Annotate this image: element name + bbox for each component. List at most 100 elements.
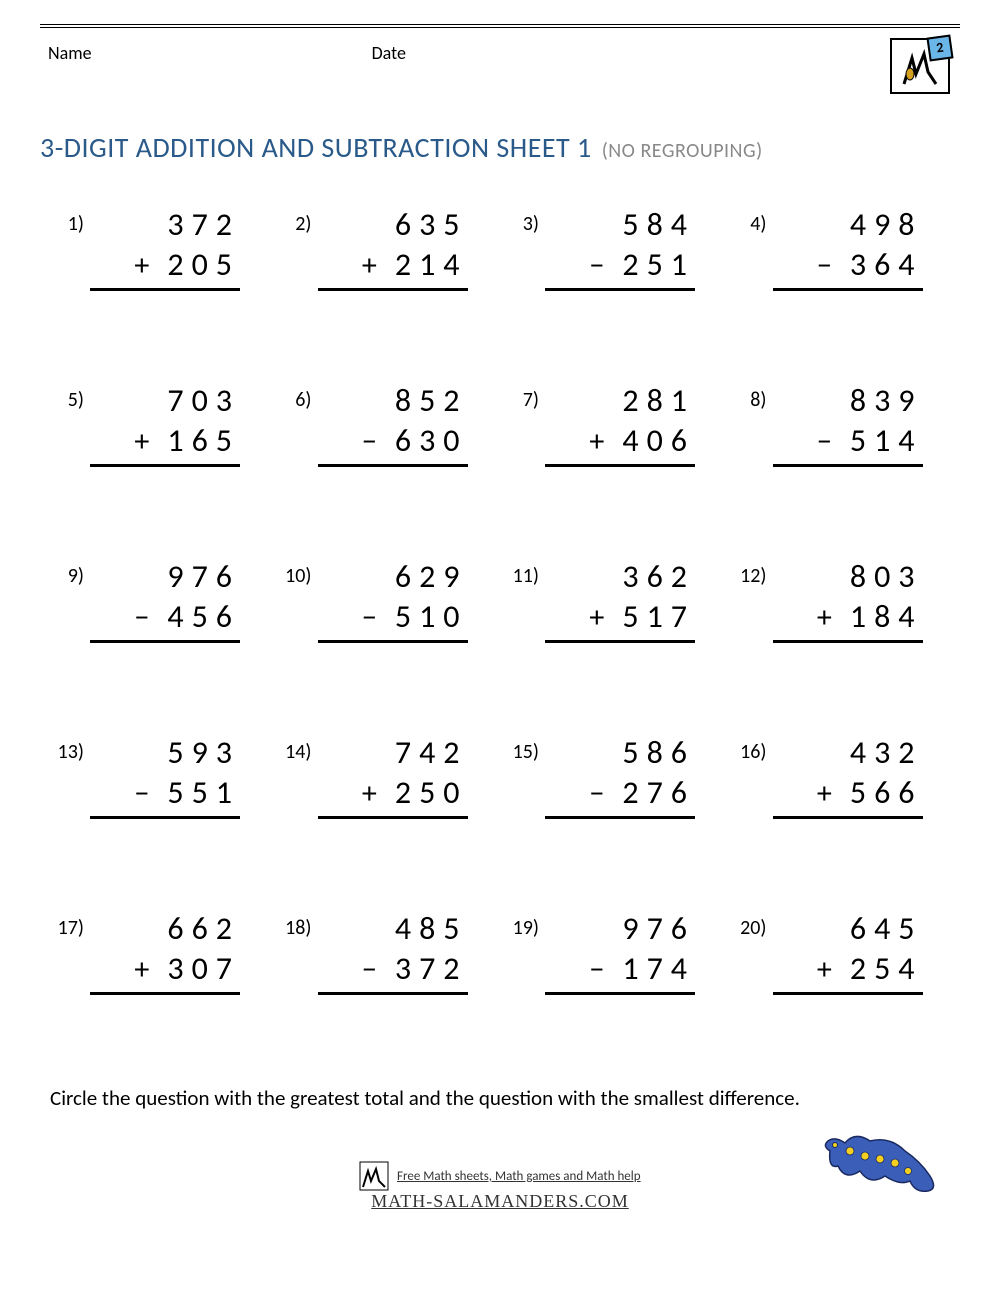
operand-bottom: 165 [167,421,240,461]
answer-rule [773,640,923,643]
operand-top: 662 [167,909,240,949]
problem: 19)976−174 [505,909,723,995]
problem: 20)645+254 [733,909,951,995]
operand-bottom: 307 [167,949,240,989]
operator: + [134,950,149,990]
title-subtitle: (NO REGROUPING) [602,139,763,163]
problem: 7) 281 +406 [505,381,723,467]
problem-number: 20) [733,909,773,947]
operand-top: 803 [850,557,923,597]
answer-rule [90,288,240,291]
answer-rule [318,992,468,995]
operand-bottom: 630 [395,421,468,461]
top-border-rule [40,24,960,28]
problem-number: 7) [505,381,545,419]
problem-number: 2) [278,205,318,243]
problem-body: 852−630 [318,381,468,467]
answer-rule [773,288,923,291]
answer-rule [318,464,468,467]
operator: − [817,422,832,462]
operand-top: 976 [167,557,240,597]
operand-bottom: 517 [622,597,695,637]
operator: − [589,950,604,990]
date-label: Date [372,42,406,64]
problem-number: 19) [505,909,545,947]
operator: + [362,774,377,814]
header-row: Name Date 2 [40,38,960,118]
operand-bottom: 254 [850,949,923,989]
problem-body: 593−551 [90,733,240,819]
operand-bottom: 174 [622,949,695,989]
problem-body: 432+566 [773,733,923,819]
answer-rule [545,288,695,291]
operator: − [134,598,149,638]
answer-rule [545,816,695,819]
problem: 16)432+566 [733,733,951,819]
worksheet-page: Name Date 2 3-DIGIT ADDITION AND SUBTRAC… [0,24,1000,1232]
problem: 14)742+250 [278,733,496,819]
operand-bottom: 566 [850,773,923,813]
operator: − [134,774,149,814]
operand-bottom: 551 [167,773,240,813]
operand-top: 703 [167,381,240,421]
operand-top: 629 [395,557,468,597]
operator: + [362,246,377,286]
problem: 1)372+205 [50,205,268,291]
operator: + [817,598,832,638]
problem-number: 11) [505,557,545,595]
problem-number: 8) [733,381,773,419]
operator: + [817,774,832,814]
problem-body: 362+517 [545,557,695,643]
problems-grid: 1)372+2052)635+2143)584−2514)498−3645)70… [40,205,960,995]
operator: + [589,422,604,462]
problem: 18)485−372 [278,909,496,995]
problem-number: 9) [50,557,90,595]
problem-body: 662 +307 [90,909,240,995]
problem-number: 4) [733,205,773,243]
answer-rule [318,640,468,643]
problem-body: 839−514 [773,381,923,467]
salamander-icon [820,1121,940,1201]
operator: − [362,422,377,462]
operator: − [589,246,604,286]
operand-bottom: 510 [395,597,468,637]
problem-body: 703+165 [90,381,240,467]
problem-body: 372+205 [90,205,240,291]
operand-bottom: 251 [622,245,695,285]
problem-body: 742+250 [318,733,468,819]
problem-body: 281 +406 [545,381,695,467]
problem-number: 12) [733,557,773,595]
problem-body: 645+254 [773,909,923,995]
problem-number: 17) [50,909,90,947]
operand-top: 976 [622,909,695,949]
operand-top: 593 [167,733,240,773]
operand-top: 362 [622,557,695,597]
brand-logo-icon: 2 [890,38,950,94]
answer-rule [545,464,695,467]
problem: 15)586−276 [505,733,723,819]
problem-number: 1) [50,205,90,243]
operand-top: 281 [622,381,695,421]
title-main: 3-DIGIT ADDITION AND SUBTRACTION SHEET 1 [40,130,592,165]
operand-top: 839 [850,381,923,421]
answer-rule [773,816,923,819]
problem: 10)629−510 [278,557,496,643]
problem: 3)584−251 [505,205,723,291]
problem-body: 976−174 [545,909,695,995]
problem: 8)839−514 [733,381,951,467]
problem-number: 6) [278,381,318,419]
operator: − [362,950,377,990]
operator: + [134,246,149,286]
problem-number: 15) [505,733,545,771]
answer-rule [90,816,240,819]
problem: 13)593−551 [50,733,268,819]
problem-body: 586−276 [545,733,695,819]
operand-bottom: 406 [622,421,695,461]
answer-rule [545,992,695,995]
problem-number: 18) [278,909,318,947]
worksheet-title: 3-DIGIT ADDITION AND SUBTRACTION SHEET 1… [40,130,960,165]
operand-bottom: 205 [167,245,240,285]
name-label: Name [48,42,92,64]
problem-number: 14) [278,733,318,771]
operand-bottom: 276 [622,773,695,813]
